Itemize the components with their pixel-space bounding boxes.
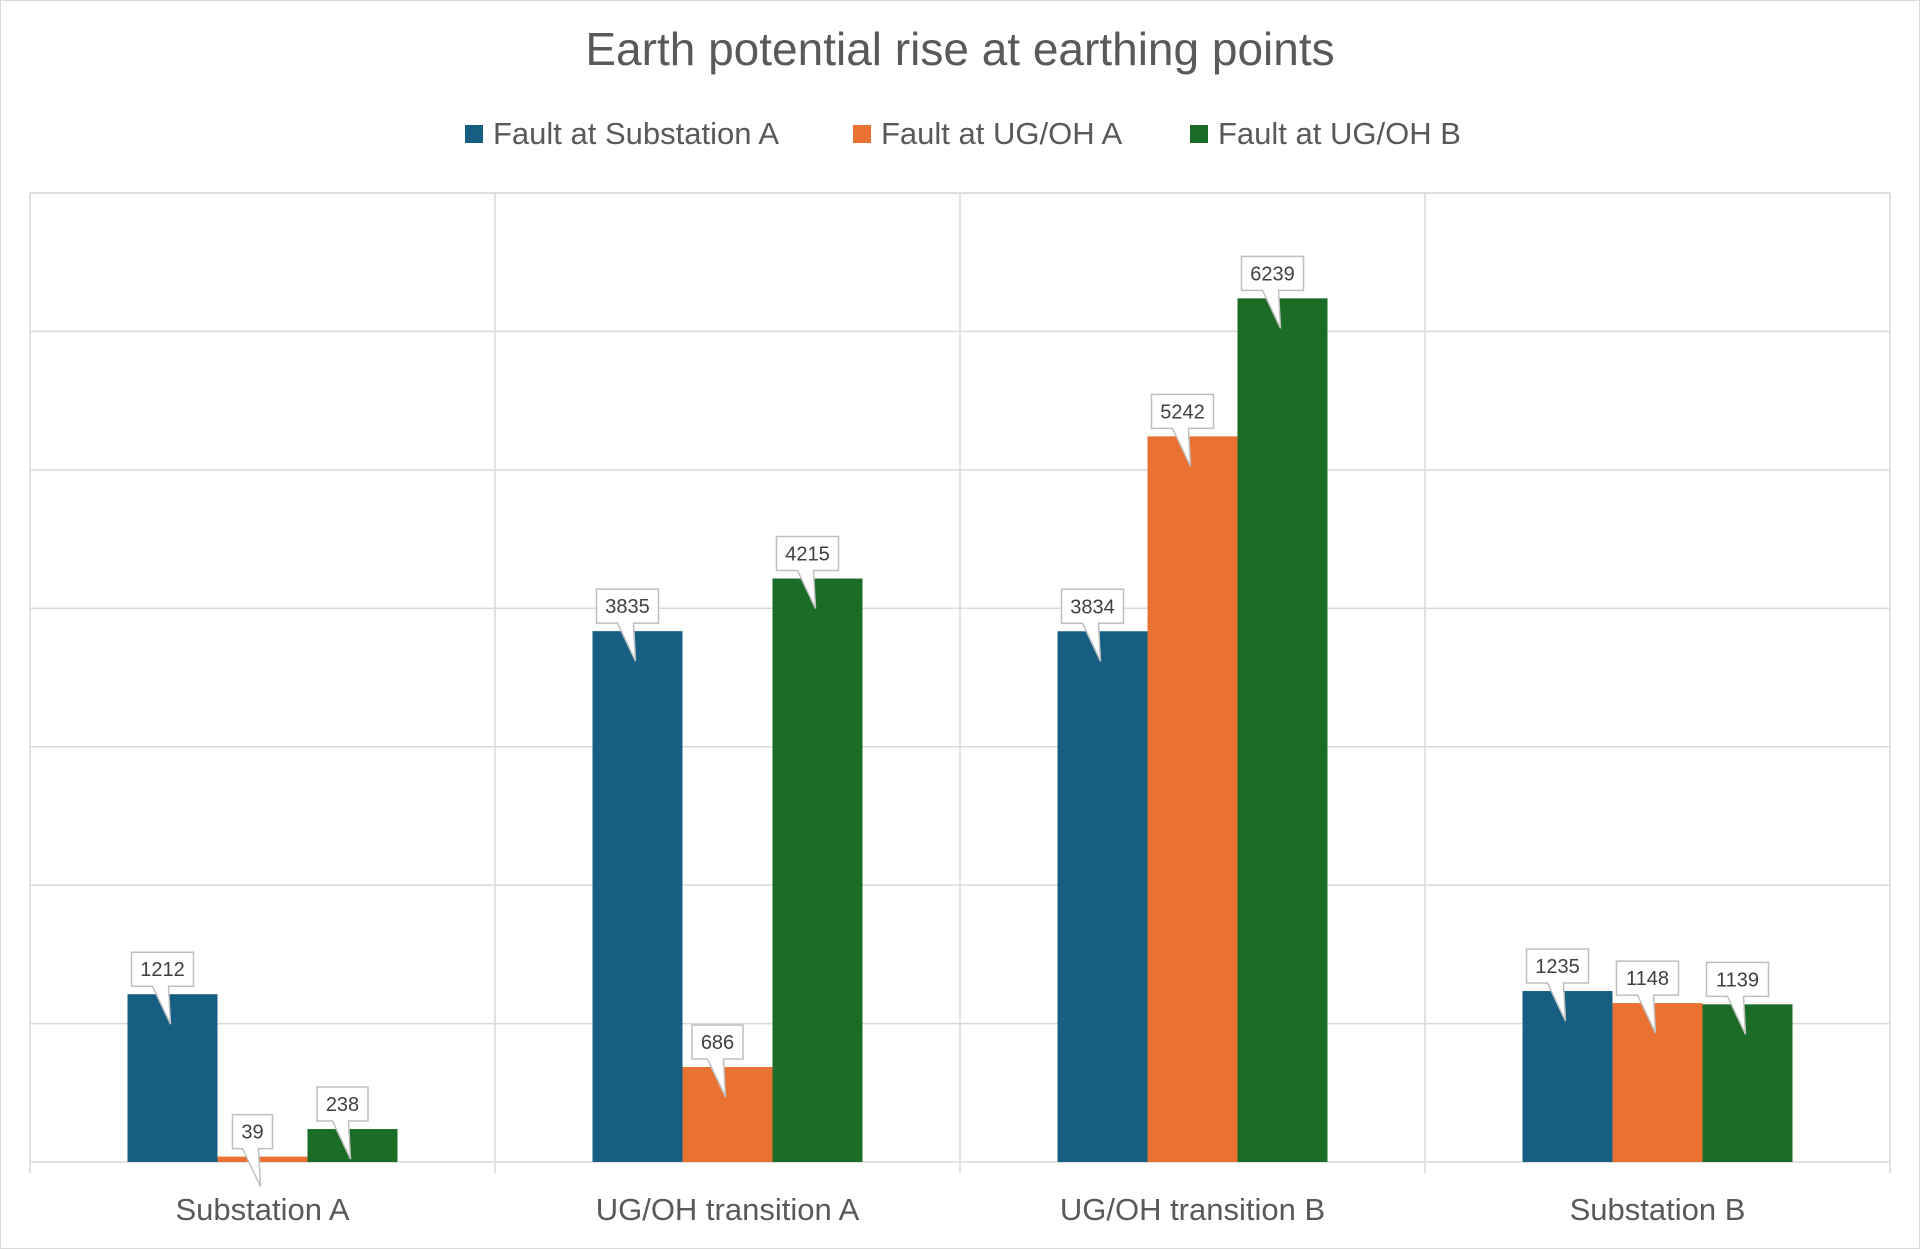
data-label: 1235 xyxy=(1535,956,1580,978)
data-label-callout xyxy=(1525,948,1590,1022)
bar xyxy=(1147,436,1238,1162)
data-label: 1139 xyxy=(1716,969,1759,991)
legend-label-series-2: Fault at UG/OH A xyxy=(881,116,1123,151)
data-label-callout xyxy=(1060,588,1125,662)
data-label: 3835 xyxy=(605,596,650,618)
data-label: 1212 xyxy=(140,959,185,981)
bar xyxy=(1237,298,1328,1163)
x-tick-label: Substation B xyxy=(1570,1192,1746,1227)
bar xyxy=(307,1129,398,1162)
data-label: 238 xyxy=(326,1094,359,1116)
data-label: 4215 xyxy=(785,544,830,566)
data-label-callout xyxy=(691,1024,744,1098)
legend-swatch-series-1 xyxy=(465,125,483,143)
legend-swatch-series-2 xyxy=(853,125,871,143)
data-label-callout xyxy=(775,535,840,609)
x-tick-label: UG/OH transition A xyxy=(596,1192,860,1227)
data-label: 6239 xyxy=(1250,263,1295,285)
legend-item-series-3: Fault at UG/OH B xyxy=(1190,112,1461,156)
data-label-callout xyxy=(231,1113,274,1187)
legend-swatch-series-3 xyxy=(1190,125,1208,143)
legend: Fault at Substation A Fault at UG/OH A F… xyxy=(0,112,1920,156)
legend-item-series-1: Fault at Substation A xyxy=(465,112,779,156)
legend-label-series-3: Fault at UG/OH B xyxy=(1218,116,1461,151)
bar xyxy=(772,578,863,1162)
x-tick-label: UG/OH transition B xyxy=(1060,1192,1325,1227)
data-label: 3834 xyxy=(1070,596,1115,618)
bar xyxy=(217,1156,308,1162)
data-label: 686 xyxy=(701,1032,734,1054)
legend-label-series-1: Fault at Substation A xyxy=(493,116,780,151)
data-label-callout xyxy=(130,951,195,1025)
data-label: 39 xyxy=(241,1122,263,1144)
bar xyxy=(1522,991,1613,1162)
x-tick-label: Substation A xyxy=(175,1192,349,1227)
data-label-callout xyxy=(1150,393,1215,467)
bar xyxy=(592,631,683,1162)
legend-item-series-2: Fault at UG/OH A xyxy=(853,112,1122,156)
data-label-callout xyxy=(316,1086,369,1160)
bar xyxy=(682,1067,773,1162)
data-label-callout xyxy=(595,588,660,662)
bar xyxy=(1057,631,1148,1162)
data-label: 1148 xyxy=(1626,968,1669,990)
data-label-callout xyxy=(1615,960,1680,1034)
bar xyxy=(127,994,218,1162)
chart-title: Earth potential rise at earthing points xyxy=(585,23,1335,75)
data-label-callout xyxy=(1240,255,1305,329)
data-label: 5242 xyxy=(1160,401,1205,423)
data-label-callout xyxy=(1705,961,1770,1035)
bar xyxy=(1612,1003,1703,1162)
bar xyxy=(1702,1004,1793,1162)
